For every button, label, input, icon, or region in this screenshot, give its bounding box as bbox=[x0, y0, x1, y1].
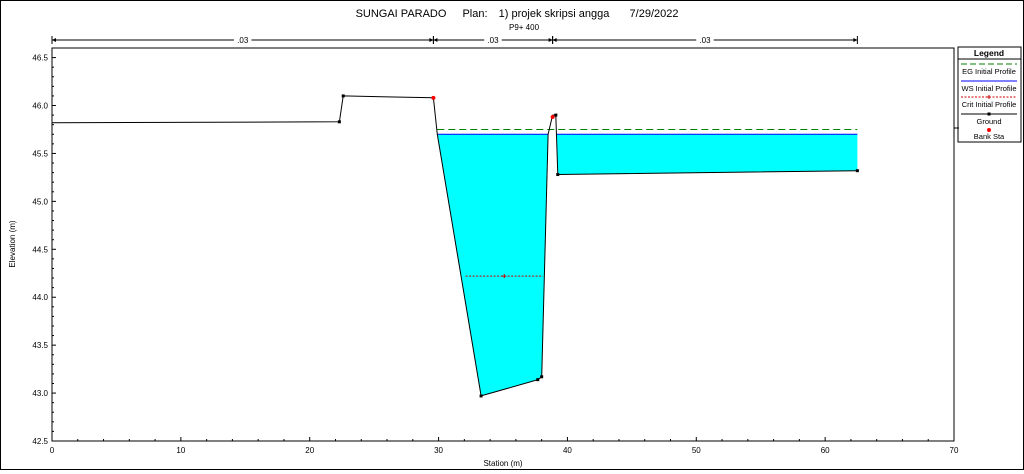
mannings-arrow-start-0 bbox=[52, 38, 56, 42]
plan-value: 1) projek skripsi angga bbox=[499, 8, 611, 20]
plan-date: 7/29/2022 bbox=[630, 8, 679, 20]
legend: Legend EG Initial Profile WS Initial Pro… bbox=[957, 46, 1022, 143]
bank-station-0 bbox=[431, 95, 436, 100]
mannings-label-bg-0 bbox=[233, 37, 252, 44]
x-tick-label-5: 50 bbox=[692, 446, 701, 455]
mannings-arrow-end-1 bbox=[548, 38, 553, 42]
x-tick-label-2: 20 bbox=[305, 446, 314, 455]
mannings-label-2: .03 bbox=[699, 36, 711, 45]
chart-subtitle: P9+ 400 bbox=[509, 23, 540, 32]
mannings-label-bg-2 bbox=[696, 37, 714, 44]
y-axis: 42.5 43.0 43.5 44.0 44.5 45.0 45.5 46.0 46.5 bbox=[32, 47, 56, 446]
mannings-arrow-end-2 bbox=[853, 38, 858, 42]
x-tick-label-7: 70 bbox=[950, 446, 959, 455]
legend-crit-marker bbox=[987, 95, 991, 99]
x-tick-label-1: 10 bbox=[176, 446, 185, 455]
x-tick-label-3: 30 bbox=[434, 446, 443, 455]
bank-station-1 bbox=[550, 115, 555, 120]
legend-ground-marker bbox=[987, 112, 991, 116]
legend-ws-label: WS Initial Profile bbox=[961, 84, 1016, 93]
ground-point-0 bbox=[337, 120, 341, 124]
y-tick-label-8: 46.5 bbox=[32, 54, 48, 63]
legend-crit-label: Crit Initial Profile bbox=[962, 100, 1017, 109]
ground-point-1 bbox=[341, 94, 345, 98]
x-tick-label-0: 0 bbox=[50, 446, 55, 455]
legend-bank-label: Bank Sta bbox=[974, 132, 1005, 141]
y-tick-label-7: 46.0 bbox=[32, 102, 48, 111]
water-fill-0 bbox=[437, 134, 549, 396]
x-tick-label-4: 40 bbox=[563, 446, 572, 455]
mannings-arrow-start-2 bbox=[552, 38, 557, 42]
legend-box bbox=[957, 46, 1022, 143]
y-tick-label-2: 43.5 bbox=[32, 341, 48, 350]
water-area bbox=[437, 133, 858, 396]
ground-point-4 bbox=[540, 375, 544, 379]
y-tick-label-6: 45.5 bbox=[32, 149, 48, 158]
crit-profile-line bbox=[465, 274, 543, 279]
mannings-label-bg-1 bbox=[484, 37, 502, 44]
y-tick-label-4: 44.5 bbox=[32, 245, 48, 254]
ground-point-7 bbox=[855, 169, 859, 173]
plan-label: Plan: bbox=[462, 8, 487, 20]
mannings-n-segments: .03 .03 .03 bbox=[51, 36, 858, 45]
legend-ground-label: Ground bbox=[976, 117, 1001, 126]
x-axis-label: Station (m) bbox=[483, 459, 522, 468]
mannings-label-1: .03 bbox=[487, 36, 499, 45]
legend-bank-marker bbox=[987, 128, 991, 132]
x-tick-label-6: 60 bbox=[821, 446, 830, 455]
water-fill-1 bbox=[556, 134, 858, 175]
y-tick-label-1: 43.0 bbox=[32, 389, 48, 398]
ground-point-6 bbox=[556, 173, 560, 177]
legend-title: Legend bbox=[974, 48, 1004, 58]
mannings-arrow-end-0 bbox=[429, 38, 434, 42]
y-tick-label-3: 44.0 bbox=[32, 293, 48, 302]
ground-point-3 bbox=[536, 378, 540, 382]
y-tick-label-0: 42.5 bbox=[32, 437, 48, 446]
x-axis: 0 10 20 30 40 50 60 70 bbox=[50, 437, 959, 455]
y-tick-label-5: 45.0 bbox=[32, 197, 48, 206]
ground-line bbox=[51, 94, 859, 398]
chart-title: SUNGAI PARADO bbox=[356, 8, 447, 20]
ground-point-2 bbox=[479, 394, 483, 398]
legend-eg-label: EG Initial Profile bbox=[962, 67, 1016, 76]
ground-point-5 bbox=[554, 113, 558, 117]
mannings-arrow-start-1 bbox=[433, 38, 438, 42]
y-axis-label: Elevation (m) bbox=[8, 220, 17, 267]
mannings-label-0: .03 bbox=[237, 36, 249, 45]
